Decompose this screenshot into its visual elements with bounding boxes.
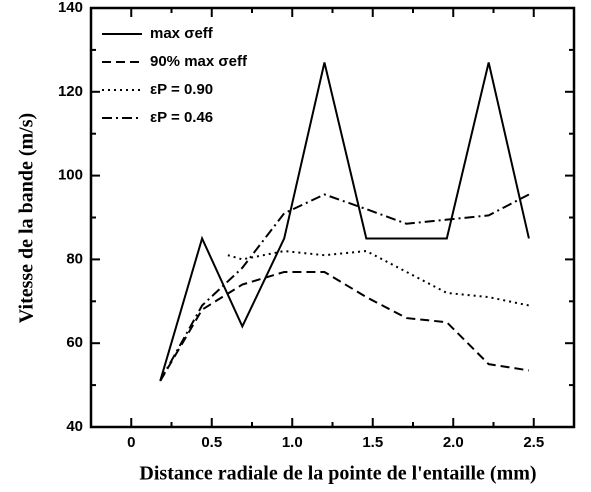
y-axis-label: Vitesse de la bande (m/s) [16, 113, 38, 323]
y-tick-label: 140 [58, 0, 83, 16]
y-tick-label: 60 [66, 334, 83, 351]
data-line [159, 270, 530, 382]
x-tick-label: 1.0 [282, 434, 303, 451]
y-tick-label: 100 [58, 167, 83, 184]
x-axis-label: Distance radiale de la pointe de l'entai… [139, 463, 536, 485]
data-line [159, 62, 530, 382]
x-tick-label: 0.5 [201, 434, 222, 451]
x-tick-label: 2.0 [443, 434, 464, 451]
x-tick-label: 1.5 [362, 434, 383, 451]
data-line [159, 193, 530, 382]
y-tick-label: 40 [66, 418, 83, 435]
x-tick-label: 0 [127, 434, 135, 451]
plot-frame [89, 6, 576, 429]
legend-label: max σeff [150, 25, 214, 42]
legend-label: 90% max σeff [150, 53, 248, 70]
y-tick-label: 80 [66, 250, 83, 267]
x-tick-label: 2.5 [523, 434, 544, 451]
data-line [227, 249, 530, 307]
legend-label: εP = 0.90 [150, 81, 213, 98]
legend-label: εP = 0.46 [150, 109, 213, 126]
y-tick-label: 120 [58, 83, 83, 100]
